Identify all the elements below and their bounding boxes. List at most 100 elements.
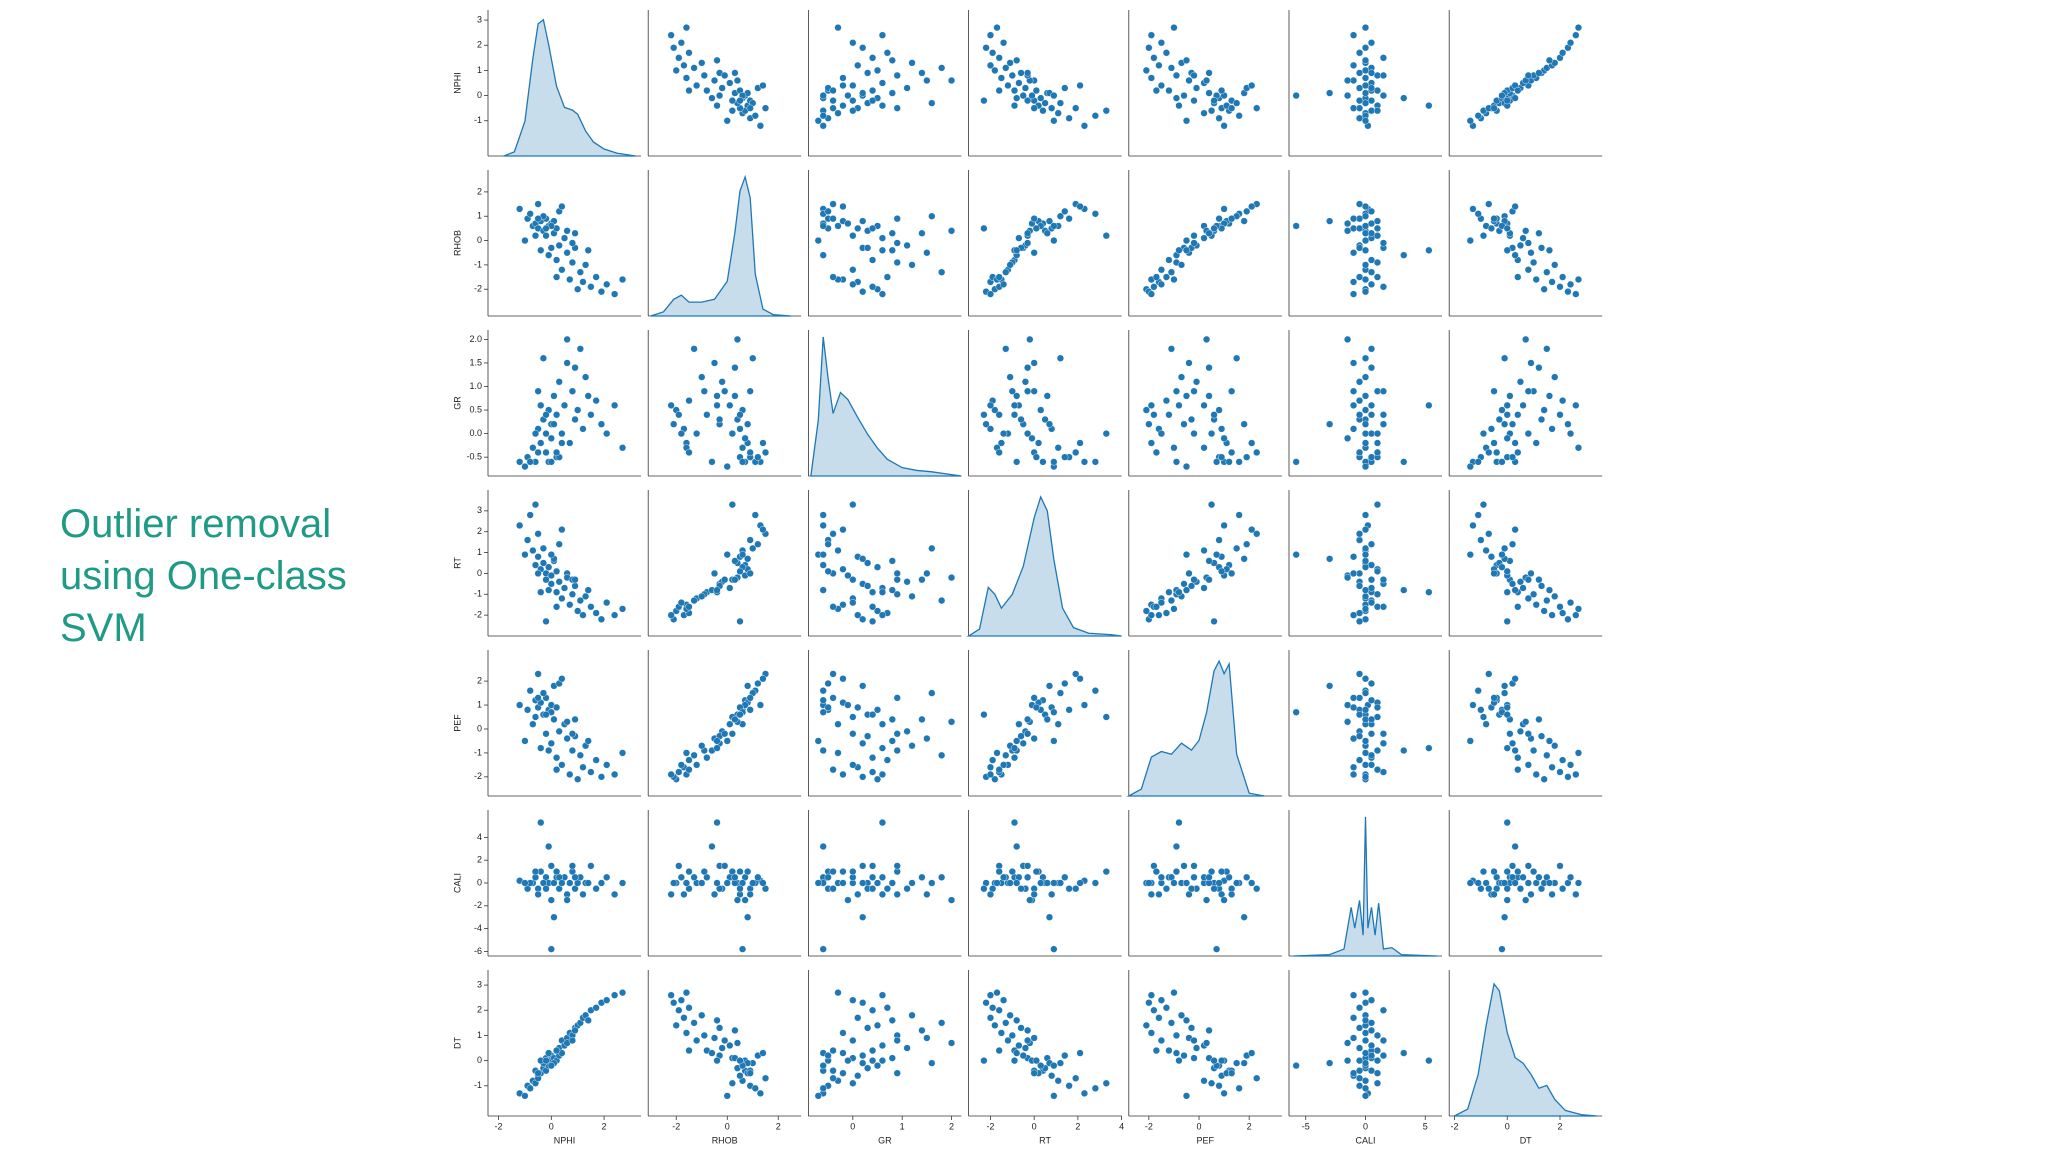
scatter-point xyxy=(819,746,827,755)
scatter-point xyxy=(547,571,555,580)
scatter-point xyxy=(547,1062,555,1070)
scatter-point xyxy=(618,989,627,997)
scatter-point xyxy=(859,999,867,1007)
scatter-point xyxy=(682,24,691,32)
scatter-point xyxy=(667,401,675,409)
scatter-point xyxy=(1235,1084,1243,1092)
scatter-point xyxy=(1485,448,1493,457)
scatter-point xyxy=(531,561,540,569)
scatter-point xyxy=(1556,862,1564,870)
scatter-point xyxy=(1361,246,1370,254)
scatter-point xyxy=(1152,273,1160,281)
scatter-point xyxy=(746,569,754,578)
scatter-point xyxy=(878,720,887,728)
scatter-point xyxy=(1361,56,1370,64)
scatter-point xyxy=(1235,511,1243,519)
y-tick-label: -1 xyxy=(474,115,482,125)
scatter-point xyxy=(1021,1044,1030,1052)
scatter-point xyxy=(751,511,759,519)
scatter-point xyxy=(1530,258,1538,267)
scatter-point xyxy=(710,76,719,85)
scatter-point xyxy=(1190,71,1198,80)
scatter-point xyxy=(883,273,891,281)
scatter-point xyxy=(1540,607,1548,615)
scatter-point xyxy=(1355,224,1364,233)
scatter-point xyxy=(893,862,901,870)
scatter-point xyxy=(868,885,877,893)
scatter-point xyxy=(1349,694,1358,702)
scatter-point xyxy=(986,763,995,771)
scatter-point xyxy=(1165,256,1173,264)
scatter-point xyxy=(980,97,988,105)
scatter-point xyxy=(1479,430,1488,438)
scatter-point xyxy=(537,246,545,254)
scatter-point xyxy=(1487,553,1496,561)
scatter-point xyxy=(1506,730,1514,738)
scatter-point xyxy=(1355,448,1364,457)
scatter-point xyxy=(989,756,997,764)
scatter-point xyxy=(1248,439,1256,447)
scatter-point xyxy=(1210,411,1218,419)
scatter-point xyxy=(1466,236,1474,245)
scatter-point xyxy=(1034,439,1043,447)
scatter-point xyxy=(571,576,579,584)
scatter-point xyxy=(597,288,606,296)
scatter-point xyxy=(1048,104,1056,112)
scatter-point xyxy=(552,588,561,596)
scatter-point xyxy=(677,599,685,607)
scatter-point xyxy=(1175,1057,1183,1065)
scatter-point xyxy=(1482,546,1490,555)
scatter-point xyxy=(1157,1036,1166,1045)
scatter-point xyxy=(568,258,577,267)
scatter-point xyxy=(731,1026,739,1035)
scatter-point xyxy=(1030,890,1038,899)
scatter-point xyxy=(1349,278,1358,286)
scatter-point xyxy=(1511,202,1519,211)
scatter-point xyxy=(1326,1059,1334,1067)
scatter-point xyxy=(878,31,887,39)
scatter-point xyxy=(878,246,887,254)
scatter-point xyxy=(731,576,739,584)
scatter-point xyxy=(1506,392,1514,400)
scatter-point xyxy=(839,1029,847,1037)
scatter-point xyxy=(1474,879,1482,887)
scatter-point xyxy=(746,1069,754,1077)
scatter-point xyxy=(1361,202,1370,211)
scatter-point xyxy=(571,364,579,372)
scatter-point xyxy=(1091,210,1099,218)
scatter-point xyxy=(603,599,611,607)
scatter-point xyxy=(859,773,867,781)
scatter-point xyxy=(859,217,867,225)
scatter-point xyxy=(1045,217,1054,225)
scatter-point xyxy=(1572,401,1580,409)
scatter-point xyxy=(552,411,561,419)
scatter-point xyxy=(859,89,867,97)
scatter-point xyxy=(1013,879,1021,887)
scatter-point xyxy=(1102,1079,1110,1087)
scatter-point xyxy=(721,1036,729,1045)
scatter-point xyxy=(1532,770,1540,779)
scatter-point xyxy=(878,611,887,619)
scatter-point xyxy=(888,1016,896,1024)
scatter-point xyxy=(1485,530,1493,538)
scatter-point xyxy=(1030,1034,1038,1042)
scatter-point xyxy=(1218,867,1226,876)
scatter-point xyxy=(526,458,534,466)
scatter-point xyxy=(1142,406,1150,414)
scatter-point xyxy=(587,603,595,611)
scatter-point xyxy=(1065,885,1073,893)
scatter-point xyxy=(829,200,837,208)
scatter-point xyxy=(1215,879,1223,887)
scatter-point xyxy=(878,1057,887,1065)
scatter-point xyxy=(854,703,862,712)
y-tick-label: 1.0 xyxy=(469,381,482,391)
scatter-point xyxy=(1182,551,1191,559)
scatter-point xyxy=(759,1049,767,1057)
scatter-point xyxy=(1167,1019,1176,1027)
scatter-point xyxy=(552,766,561,774)
scatter-point xyxy=(1157,81,1166,90)
scatter-point xyxy=(677,996,685,1004)
scatter-point xyxy=(1170,879,1178,887)
scatter-point xyxy=(603,873,611,881)
scatter-point xyxy=(839,601,847,609)
